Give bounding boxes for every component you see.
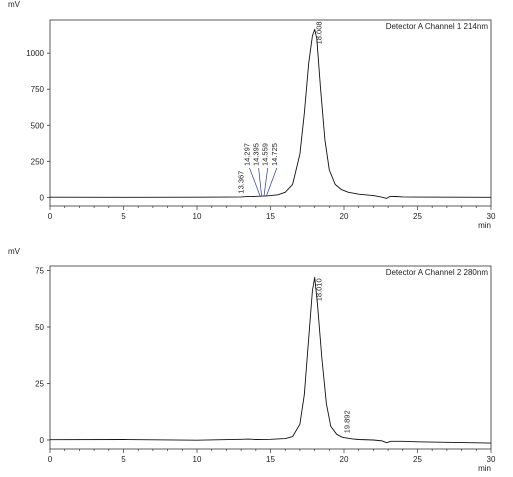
y-axis-unit: mV (8, 247, 21, 256)
x-tick-label: 15 (266, 455, 275, 464)
peak-leader-line (266, 167, 278, 197)
plot-frame (49, 19, 492, 207)
peak-label: 14.297 (243, 143, 252, 166)
y-axis-unit: mV (8, 0, 21, 9)
x-tick-label: 20 (340, 455, 349, 464)
y-tick-label: 250 (31, 157, 45, 166)
y-tick-label: 0 (40, 193, 45, 202)
x-tick-label: 10 (193, 455, 202, 464)
detector-label: Detector A Channel 1 214nm (386, 22, 489, 31)
x-tick-label: 25 (413, 455, 422, 464)
x-tick-label: 20 (340, 212, 349, 221)
x-tick-label: 5 (121, 212, 126, 221)
x-tick-label: 30 (487, 455, 496, 464)
detector-label: Detector A Channel 2 280nm (386, 268, 489, 277)
peak-leader-line (249, 167, 261, 197)
peak-label: 13.367 (237, 171, 246, 194)
y-tick-label: 50 (35, 323, 44, 332)
peak-leader-line (263, 167, 269, 197)
x-tick-label: 15 (266, 212, 275, 221)
y-tick-label: 0 (40, 436, 45, 445)
x-tick-label: 5 (121, 455, 126, 464)
plot-frame (49, 265, 492, 450)
peak-label: 14.395 (252, 143, 261, 166)
peak-label: 14.559 (261, 143, 270, 166)
x-tick-label: 30 (487, 212, 496, 221)
peak-label: 18.008 (315, 21, 324, 44)
x-tick-label: 0 (48, 212, 53, 221)
x-tick-label: 0 (48, 455, 53, 464)
x-tick-label: 25 (413, 212, 422, 221)
y-tick-label: 75 (35, 267, 44, 276)
x-axis-unit: min (478, 464, 491, 473)
y-tick-label: 25 (35, 379, 44, 388)
peak-label: 18.010 (315, 278, 324, 301)
peak-label: 19.892 (342, 410, 351, 433)
chromatogram-trace (49, 276, 492, 444)
x-tick-label: 10 (193, 212, 202, 221)
chromatogram-trace (49, 28, 492, 199)
y-tick-label: 750 (31, 85, 45, 94)
peak-label: 14.725 (270, 143, 279, 166)
y-tick-label: 1000 (26, 49, 44, 58)
x-axis-unit: min (478, 221, 491, 230)
peak-leader-line (258, 167, 262, 197)
y-tick-label: 500 (31, 121, 45, 130)
